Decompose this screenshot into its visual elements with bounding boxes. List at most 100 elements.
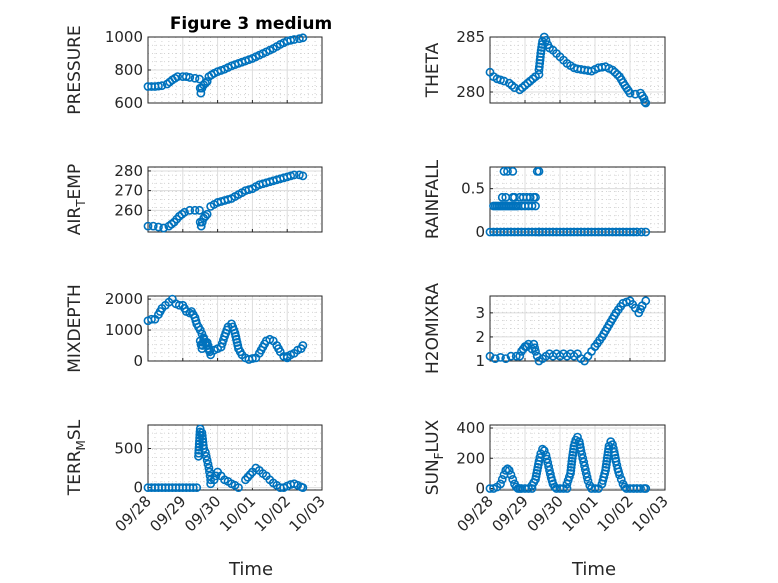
y-tick-label: 1 [475, 352, 485, 370]
data-point [541, 35, 551, 45]
data-point [485, 351, 495, 361]
data-point [641, 296, 651, 306]
y-axis-label: SUNFLUX [423, 419, 446, 495]
data-point [510, 192, 519, 202]
data-point [608, 65, 617, 75]
data-point [202, 341, 212, 350]
subplot-1: 600 800 1000 PRESSURE [65, 25, 323, 115]
y-axis-label: AIRTEMP [65, 164, 88, 235]
data-point [508, 166, 518, 176]
data-point [534, 227, 544, 237]
x-axis-label-right: Time [571, 559, 616, 580]
axes-frame [147, 166, 323, 233]
axes-frame [489, 424, 666, 491]
y-tick-label: 260 [114, 201, 143, 219]
data-point [501, 465, 511, 475]
data-point [201, 211, 210, 221]
data-point [195, 205, 204, 215]
y-tick-label: 200 [456, 449, 485, 467]
subplot-2: 280 285 THETA [423, 28, 666, 108]
data-point [196, 88, 206, 98]
data-point [583, 476, 593, 486]
y-axis-label: PRESSURE [65, 25, 85, 114]
data-point [202, 455, 212, 465]
data-point [506, 470, 516, 480]
data-point [527, 201, 537, 211]
axes-frame [489, 36, 666, 104]
axes-box [489, 424, 666, 491]
x-axis-label-left: Time [228, 559, 273, 580]
data-point [204, 345, 214, 355]
data-point [497, 192, 507, 202]
data-point [511, 351, 521, 361]
data-point [154, 81, 163, 91]
data-point [247, 354, 257, 363]
y-tick-label: 500 [114, 439, 143, 457]
data-point [566, 462, 576, 472]
data-point [157, 81, 167, 91]
data-point [616, 475, 626, 484]
y-tick-label: 0 [475, 479, 485, 497]
y-tick-label: 1000 [105, 321, 143, 339]
data-point [641, 484, 651, 493]
data-point [190, 205, 200, 215]
data-point [573, 432, 582, 442]
data-point [201, 448, 210, 457]
data-point [286, 35, 296, 45]
y-tick-label: 1000 [105, 28, 143, 46]
y-tick-label: 2 [475, 328, 485, 346]
data-point [289, 170, 299, 180]
data-point [504, 465, 514, 475]
data-point [636, 227, 646, 237]
data-point [636, 484, 645, 493]
data-point [490, 354, 500, 363]
data-point [190, 73, 200, 83]
data-point [567, 459, 576, 469]
y-tick-label: 270 [114, 182, 143, 200]
data-point [625, 88, 635, 98]
y-axis-label: TERRMSL [65, 419, 88, 496]
data-point [590, 484, 600, 493]
data-point [180, 207, 189, 217]
data-point [508, 475, 518, 484]
data-point [566, 468, 575, 478]
data-point [192, 483, 202, 493]
data-point [582, 472, 592, 482]
data-point [195, 74, 204, 84]
data-point [147, 314, 156, 324]
data-point [530, 343, 540, 353]
data-point [499, 76, 509, 86]
data-point [202, 209, 212, 219]
subplot-6: 1 2 3 H2OMIXRA [423, 283, 666, 374]
data-point [198, 437, 208, 447]
data-point [202, 77, 212, 86]
y-tick-label: 280 [114, 162, 143, 180]
data-point [173, 72, 182, 81]
data-point [534, 166, 544, 176]
data-point [610, 67, 620, 77]
data-point [294, 34, 304, 44]
data-point [289, 35, 299, 44]
data-point [298, 33, 308, 43]
data-point [567, 456, 577, 466]
y-tick-label: 400 [456, 419, 485, 437]
y-tick-label: 0 [133, 352, 143, 370]
axes-frame [147, 295, 323, 362]
data-point [496, 479, 505, 489]
data-point [499, 166, 509, 176]
data-point [197, 431, 207, 441]
data-point [298, 341, 308, 350]
data-point [298, 171, 308, 181]
subplot-5: 0 1000 2000 MIXDEPTH [65, 284, 323, 373]
data-point [615, 470, 624, 480]
data-point [159, 223, 169, 233]
data-point [143, 221, 153, 231]
subplot-7: 09/2809/2909/3010/0110/0210/030500TERRMS… [65, 419, 329, 535]
data-point [539, 446, 549, 456]
y-tick-label: 0 [475, 223, 485, 241]
data-point [503, 166, 512, 176]
figure-title: Figure 3 medium [170, 14, 332, 34]
data-point [531, 192, 540, 202]
